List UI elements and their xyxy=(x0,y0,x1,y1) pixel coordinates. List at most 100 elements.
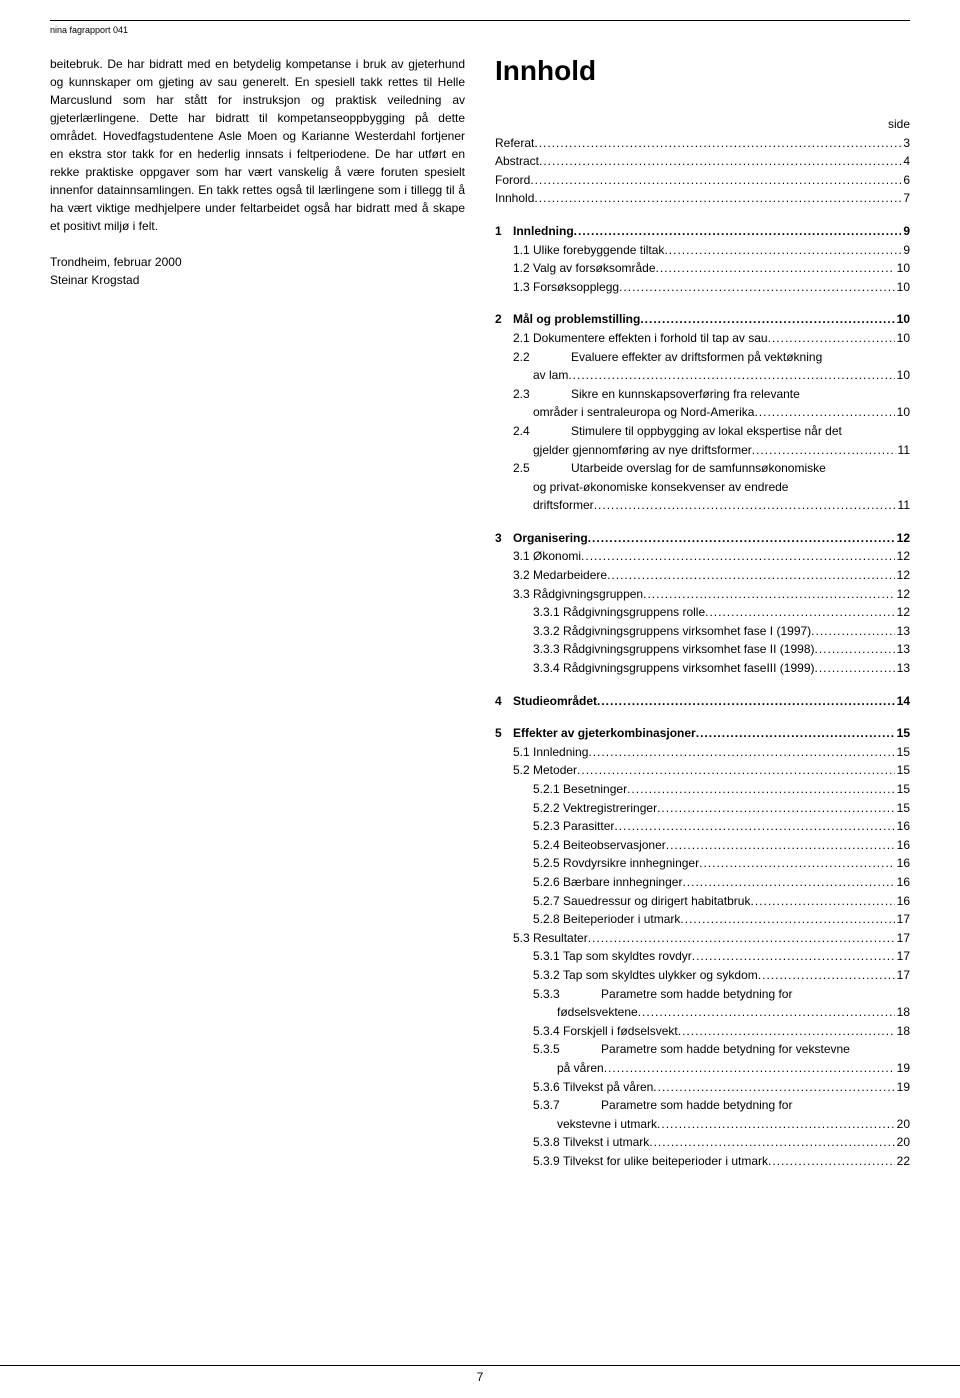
toc-page: 4 xyxy=(901,152,910,171)
toc-label: gjelder gjennomføring av nye driftsforme… xyxy=(533,441,752,460)
toc-row: 5.1 Innledning15 xyxy=(495,743,910,762)
toc-number: 4 xyxy=(495,692,513,711)
toc-row: 5.2.5 Rovdyrsikre innhegninger16 xyxy=(495,854,910,873)
toc-dots xyxy=(811,622,894,641)
toc-dots xyxy=(619,278,895,297)
toc-label: Rådgivningsgruppens virksomhet fase I (1… xyxy=(563,622,811,641)
top-rule xyxy=(50,20,910,21)
toc-dots xyxy=(768,1152,895,1171)
toc-dots xyxy=(649,1133,894,1152)
toc-number: 3.2 xyxy=(495,566,533,585)
toc-label: Ulike forebyggende tiltak xyxy=(533,241,664,260)
toc-row: 5.3.3 Parametre som hadde betydning for xyxy=(495,985,910,1004)
toc-page: 11 xyxy=(896,496,910,515)
toc-label: Innhold xyxy=(495,189,534,208)
toc-row: 5.3.5 Parametre som hadde betydning for … xyxy=(495,1040,910,1059)
toc-dots xyxy=(657,799,895,818)
toc-dots xyxy=(643,585,895,604)
toc-label: Metoder xyxy=(533,761,577,780)
toc-row: 3 Organisering12 xyxy=(495,529,910,548)
toc-label: Vektregistreringer xyxy=(563,799,657,818)
toc-page: 9 xyxy=(901,222,910,241)
toc-page: 18 xyxy=(895,1022,910,1041)
toc-label: Sikre en kunnskapsoverføring fra relevan… xyxy=(533,385,800,404)
toc-page: 12 xyxy=(895,547,910,566)
toc-row: 3.1 Økonomi 12 xyxy=(495,547,910,566)
toc-dots xyxy=(678,1022,895,1041)
toc-row: 5.3.8 Tilvekst i utmark20 xyxy=(495,1133,910,1152)
toc-title: Innhold xyxy=(495,55,910,87)
two-column-layout: beitebruk. De har bidratt med en betydel… xyxy=(50,55,910,1184)
toc-label: Sauedressur og dirigert habitatbruk xyxy=(563,892,750,911)
toc-dots xyxy=(682,873,894,892)
toc-label: områder i sentraleuropa og Nord-Amerika xyxy=(533,403,754,422)
toc-dots xyxy=(815,640,895,659)
toc-dots xyxy=(664,241,901,260)
toc-dots xyxy=(627,780,895,799)
toc-dots xyxy=(815,659,895,678)
toc-page: 20 xyxy=(895,1115,910,1134)
toc-page: 10 xyxy=(895,259,910,278)
right-column: Innhold side Referat3Abstract4Forord6Inn… xyxy=(495,55,910,1184)
toc-dots xyxy=(752,441,896,460)
toc-row: 1.3 Forsøksopplegg10 xyxy=(495,278,910,297)
toc-page: 10 xyxy=(895,278,910,297)
toc-label: Parametre som hadde betydning for vekste… xyxy=(563,1040,850,1059)
toc-label: Bærbare innhegninger xyxy=(563,873,682,892)
toc-dots xyxy=(699,854,895,873)
toc-label: av lam xyxy=(533,366,568,385)
toc-label: Forskjell i fødselsvekt xyxy=(563,1022,678,1041)
foreword-text: beitebruk. De har bidratt med en betydel… xyxy=(50,55,465,235)
toc-number: 1.1 xyxy=(495,241,533,260)
toc-label: Rådgivningsgruppens virksomhet faseIII (… xyxy=(563,659,814,678)
toc-row: 5.2.7 Sauedressur og dirigert habitatbru… xyxy=(495,892,910,911)
toc-number: 3.1 xyxy=(495,547,533,566)
toc-label: Forord xyxy=(495,171,530,190)
toc-row: 1.1 Ulike forebyggende tiltak 9 xyxy=(495,241,910,260)
header-label: nina fagrapport 041 xyxy=(50,25,910,35)
toc-row: 5.3.6 Tilvekst på våren19 xyxy=(495,1078,910,1097)
toc-page: 12 xyxy=(895,585,910,604)
toc-number: 2.2 xyxy=(495,348,533,367)
toc-label: Parametre som hadde betydning for xyxy=(563,1096,792,1115)
toc-dots xyxy=(607,566,895,585)
toc-row: og privat-økonomiske konsekvenser av end… xyxy=(495,478,910,497)
toc-number: 5.2.8 xyxy=(495,910,563,929)
toc-row: 5.2.6 Bærbare innhegninger16 xyxy=(495,873,910,892)
toc-number: 5.2.1 xyxy=(495,780,563,799)
toc-row: Abstract4 xyxy=(495,152,910,171)
toc-row: 5.2.2 Vektregistreringer15 xyxy=(495,799,910,818)
toc-label: Mål og problemstilling xyxy=(513,310,640,329)
toc-dots xyxy=(534,189,901,208)
toc-dots xyxy=(594,496,896,515)
toc-row: 1 Innledning9 xyxy=(495,222,910,241)
toc-row: 5.2.8 Beiteperioder i utmark17 xyxy=(495,910,910,929)
toc-label: Økonomi xyxy=(533,547,581,566)
toc-page: 13 xyxy=(895,640,910,659)
toc-number: 5 xyxy=(495,724,513,743)
toc-dots xyxy=(638,1003,895,1022)
toc-number: 1.2 xyxy=(495,259,533,278)
toc-page: 13 xyxy=(895,659,910,678)
toc-section: 3 Organisering123.1 Økonomi 123.2 Medarbe… xyxy=(495,529,910,678)
toc-row: Referat3 xyxy=(495,134,910,153)
toc-dots xyxy=(657,1115,895,1134)
toc-row: 3.2 Medarbeidere12 xyxy=(495,566,910,585)
toc-number: 5.2.5 xyxy=(495,854,563,873)
toc-section: 4 Studieområdet14 xyxy=(495,692,910,711)
toc-number: 3.3.2 xyxy=(495,622,563,641)
toc-page: 9 xyxy=(901,241,910,260)
toc-row: områder i sentraleuropa og Nord-Amerika1… xyxy=(495,403,910,422)
toc-page: 15 xyxy=(895,761,910,780)
toc-label: fødselsvektene xyxy=(557,1003,638,1022)
toc-label: Evaluere effekter av driftsformen på vek… xyxy=(533,348,822,367)
toc-label: Forsøksopplegg xyxy=(533,278,619,297)
toc-number: 5.2 xyxy=(495,761,533,780)
toc-label: Rådgivningsgruppen xyxy=(533,585,643,604)
toc-page: 19 xyxy=(895,1078,910,1097)
toc-page: 16 xyxy=(895,817,910,836)
toc-row: 2.3 Sikre en kunnskapsoverføring fra rel… xyxy=(495,385,910,404)
toc-number: 3.3 xyxy=(495,585,533,604)
left-column: beitebruk. De har bidratt med en betydel… xyxy=(50,55,465,1184)
toc-row: 3.3.3 Rådgivningsgruppens virksomhet fas… xyxy=(495,640,910,659)
